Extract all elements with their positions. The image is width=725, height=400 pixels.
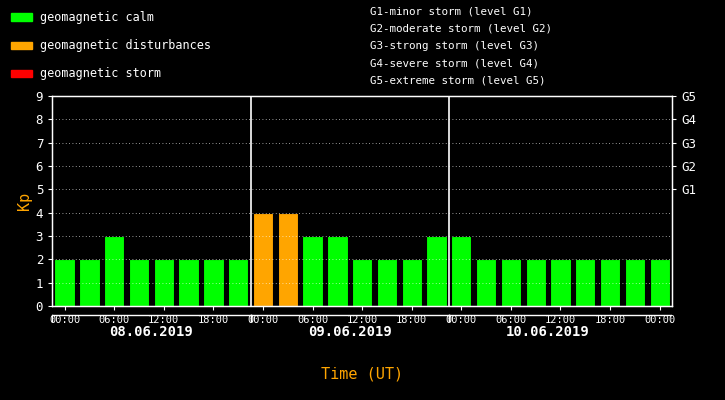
Bar [327, 236, 347, 306]
Bar [12, 13, 32, 21]
Bar [377, 259, 397, 306]
Bar [278, 213, 298, 306]
Bar [79, 259, 99, 306]
Bar [600, 259, 621, 306]
Bar [154, 259, 174, 306]
Text: geomagnetic storm: geomagnetic storm [40, 68, 161, 80]
Text: Time (UT): Time (UT) [321, 366, 403, 382]
Text: geomagnetic calm: geomagnetic calm [40, 11, 154, 24]
Bar [501, 259, 521, 306]
Bar [302, 236, 323, 306]
Text: G5-extreme storm (level G5): G5-extreme storm (level G5) [370, 76, 545, 86]
Bar [526, 259, 546, 306]
Text: geomagnetic disturbances: geomagnetic disturbances [40, 39, 210, 52]
Bar [451, 236, 471, 306]
Bar [402, 259, 422, 306]
Bar [12, 70, 32, 78]
Bar [476, 259, 497, 306]
Bar [129, 259, 149, 306]
Text: 08.06.2019: 08.06.2019 [109, 325, 194, 339]
Text: 09.06.2019: 09.06.2019 [308, 325, 392, 339]
Bar [54, 259, 75, 306]
Text: G2-moderate storm (level G2): G2-moderate storm (level G2) [370, 24, 552, 34]
Bar [203, 259, 223, 306]
Bar [104, 236, 125, 306]
Bar [426, 236, 447, 306]
Text: G1-minor storm (level G1): G1-minor storm (level G1) [370, 6, 532, 16]
Y-axis label: Kp: Kp [17, 192, 31, 210]
Bar [352, 259, 373, 306]
Bar [650, 259, 670, 306]
Bar [625, 259, 645, 306]
Bar [228, 259, 249, 306]
Bar [12, 42, 32, 49]
Text: G4-severe storm (level G4): G4-severe storm (level G4) [370, 58, 539, 68]
Text: G3-strong storm (level G3): G3-strong storm (level G3) [370, 41, 539, 51]
Bar [178, 259, 199, 306]
Bar [550, 259, 571, 306]
Text: 10.06.2019: 10.06.2019 [506, 325, 590, 339]
Bar [253, 213, 273, 306]
Bar [575, 259, 595, 306]
